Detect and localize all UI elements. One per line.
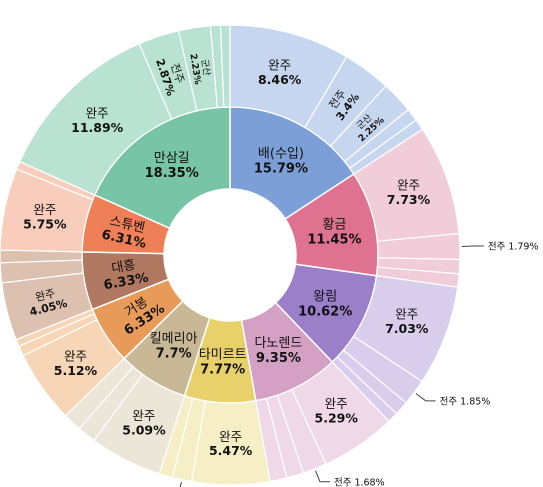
outer-label-6-완주-name: 완주 bbox=[64, 349, 87, 364]
inner-label-배-수입--pct: 15.79% bbox=[254, 162, 308, 177]
outer-label-4-완주-pct: 5.47% bbox=[209, 443, 253, 458]
outer-label-2-완주-name: 완주 bbox=[395, 307, 418, 322]
outer-label-6-완주-pct: 5.12% bbox=[54, 363, 98, 378]
outer-label-5-완주-name: 완주 bbox=[132, 408, 155, 423]
inner-label-황금-pct: 11.45% bbox=[307, 232, 361, 247]
outer-label-6-완주: 완주5.12% bbox=[54, 349, 98, 378]
outer-label-1-완주: 완주7.73% bbox=[387, 178, 431, 207]
outer-ring bbox=[0, 24, 461, 486]
inner-label-대흥-name: 대흥 bbox=[110, 258, 136, 277]
outer-label-3-완주: 완주5.29% bbox=[314, 396, 358, 425]
outer-label-2-완주: 완주7.03% bbox=[385, 307, 429, 336]
outer-label-5-완주: 완주5.09% bbox=[122, 408, 166, 437]
outer-label-3-전주-leader bbox=[315, 470, 330, 483]
outer-label-3-완주-name: 완주 bbox=[325, 396, 348, 411]
outer-label-2-전주-leader bbox=[415, 393, 436, 402]
inner-label-킬메리아-pct: 7.7% bbox=[156, 347, 192, 362]
outer-label-5-완주-pct: 5.09% bbox=[122, 422, 166, 437]
outer-label-1-전주-callout: 전주 1.79% bbox=[488, 242, 539, 253]
inner-label-배-수입--name: 배(수입) bbox=[258, 147, 304, 162]
outer-label-9-전주-name: 전주 bbox=[168, 62, 187, 85]
outer-label-2-전주-callout: 전주 1.85% bbox=[440, 396, 491, 407]
outer-label-3-전주-callout: 전주 1.68% bbox=[334, 477, 385, 487]
inner-label-황금-name: 황금 bbox=[322, 217, 346, 232]
outer-label-9-군산: 군산2.23% bbox=[187, 53, 212, 85]
outer-label-9-완주-name: 완주 bbox=[86, 105, 109, 120]
outer-label-4-완주-name: 완주 bbox=[219, 429, 242, 444]
inner-label-만삼길-pct: 18.35% bbox=[145, 166, 199, 181]
inner-label-배-수입-: 배(수입)15.79% bbox=[254, 147, 308, 177]
outer-label-0-완주: 완주8.46% bbox=[258, 57, 302, 86]
callouts: 전주 1.79%전주 1.85%전주 1.68%전주 1.36% bbox=[179, 242, 539, 487]
inner-label-타미르트-pct: 7.77% bbox=[200, 362, 245, 377]
outer-label-9-군산-name: 군산 bbox=[199, 59, 212, 77]
outer-label-9-완주-pct: 11.89% bbox=[71, 120, 124, 135]
inner-label-왕림-pct: 10.62% bbox=[298, 305, 352, 320]
inner-label-만삼길-name: 만삼길 bbox=[154, 151, 190, 166]
inner-label-타미르트-name: 타미르트 bbox=[199, 347, 247, 362]
outer-label-4-완주: 완주5.47% bbox=[209, 429, 253, 458]
inner-label-킬메리아-name: 킬메리아 bbox=[150, 332, 198, 347]
outer-label-2-완주-pct: 7.03% bbox=[385, 321, 429, 336]
outer-label-1-완주-pct: 7.73% bbox=[387, 192, 431, 207]
outer-slice-9-4[interactable] bbox=[219, 24, 231, 108]
outer-label-8-완주-pct: 5.75% bbox=[23, 216, 67, 231]
outer-label-1-완주-name: 완주 bbox=[397, 178, 420, 193]
inner-label-다노렌드-pct: 9.35% bbox=[256, 351, 301, 366]
outer-label-7-완주-name: 완주 bbox=[34, 287, 57, 305]
outer-label-0-완주-name: 완주 bbox=[268, 57, 291, 72]
outer-label-9-군산-pct: 2.23% bbox=[187, 53, 202, 85]
outer-label-8-완주: 완주5.75% bbox=[23, 202, 67, 231]
inner-label-다노렌드-name: 다노렌드 bbox=[254, 336, 302, 351]
inner-ring bbox=[81, 106, 379, 404]
inner-label-왕림-name: 왕림 bbox=[313, 290, 337, 305]
outer-label-0-완주-pct: 8.46% bbox=[258, 72, 302, 87]
outer-label-3-완주-pct: 5.29% bbox=[314, 411, 358, 426]
outer-label-8-완주-name: 완주 bbox=[33, 202, 56, 217]
outer-label-4-전주-leader bbox=[179, 481, 182, 487]
